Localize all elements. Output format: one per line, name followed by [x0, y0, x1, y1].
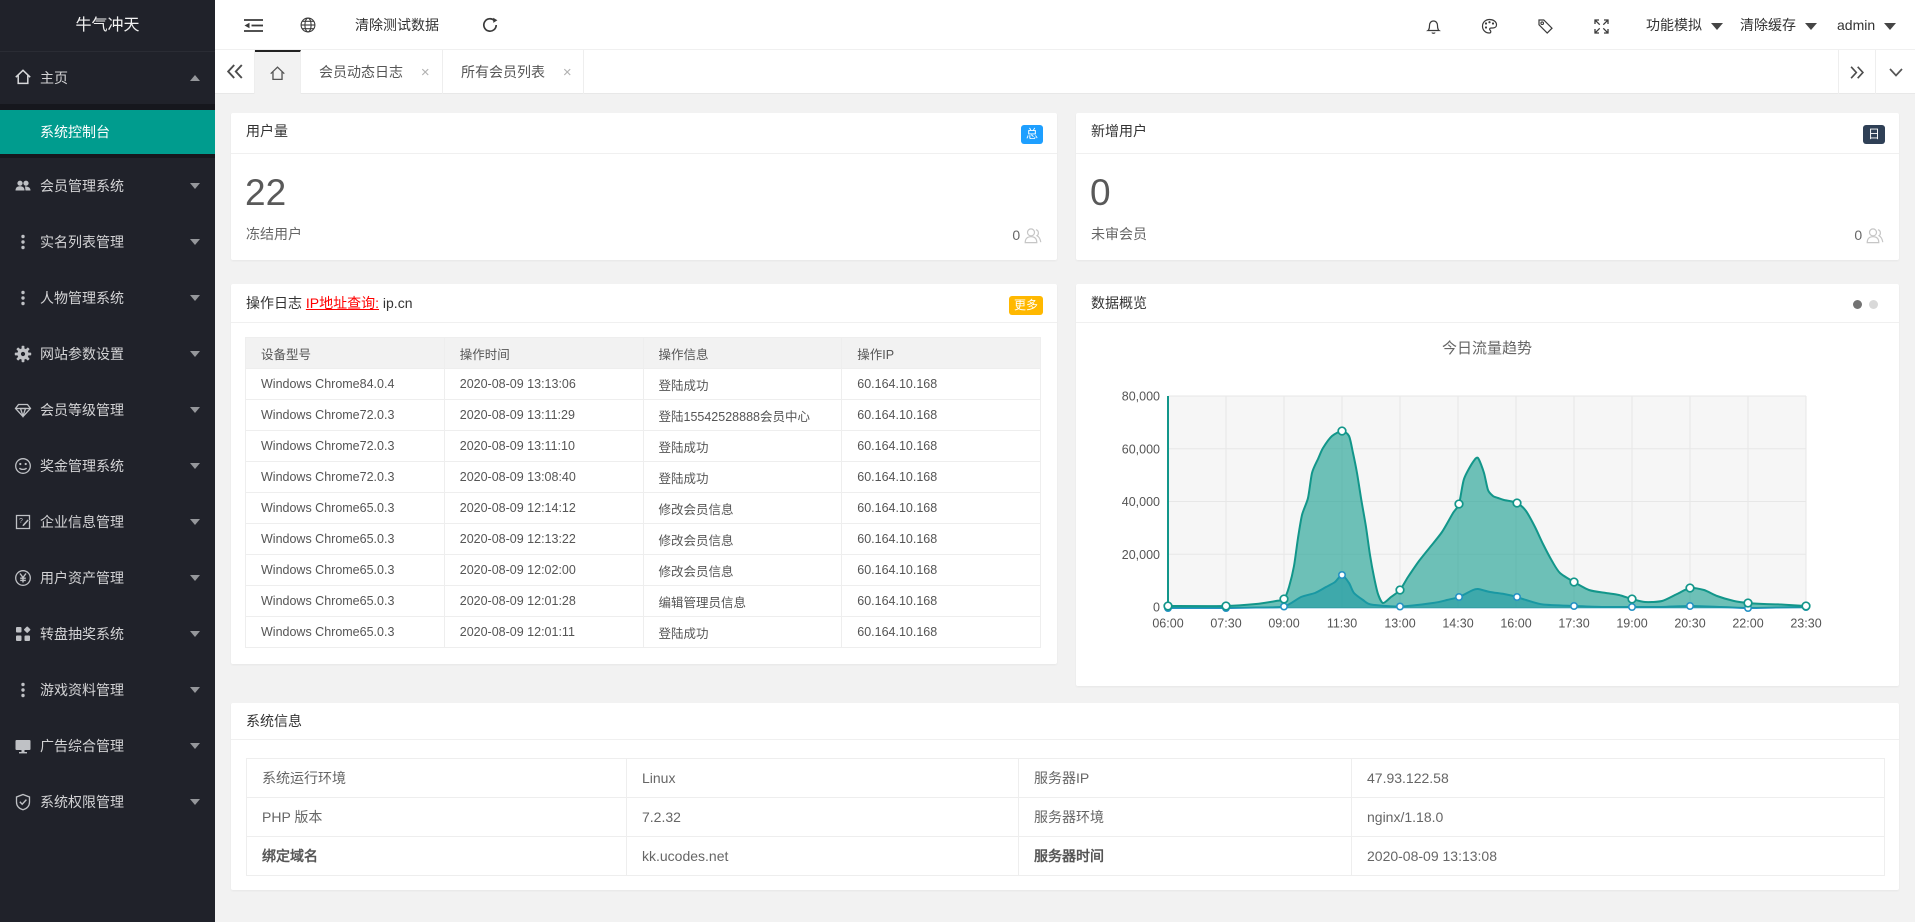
svg-text:17:30: 17:30 [1558, 617, 1589, 631]
svg-text:20,000: 20,000 [1122, 548, 1160, 562]
svg-text:40,000: 40,000 [1122, 495, 1160, 509]
svg-text:06:00: 06:00 [1152, 617, 1183, 631]
svg-text:22:00: 22:00 [1732, 617, 1763, 631]
svg-text:09:00: 09:00 [1268, 617, 1299, 631]
svg-text:16:00: 16:00 [1500, 617, 1531, 631]
svg-text:80,000: 80,000 [1122, 390, 1160, 404]
svg-text:11:30: 11:30 [1327, 617, 1357, 631]
svg-text:23:30: 23:30 [1790, 617, 1821, 631]
svg-text:60,000: 60,000 [1122, 442, 1160, 456]
svg-text:13:00: 13:00 [1384, 617, 1415, 631]
svg-text:?: ? [19, 518, 23, 525]
svg-text:0: 0 [1153, 601, 1160, 615]
svg-text:14:30: 14:30 [1442, 617, 1473, 631]
svg-text:20:30: 20:30 [1674, 617, 1705, 631]
svg-text:07:30: 07:30 [1210, 617, 1241, 631]
svg-text:19:00: 19:00 [1616, 617, 1647, 631]
svg-text:今日流量趋势: 今日流量趋势 [1442, 340, 1532, 357]
